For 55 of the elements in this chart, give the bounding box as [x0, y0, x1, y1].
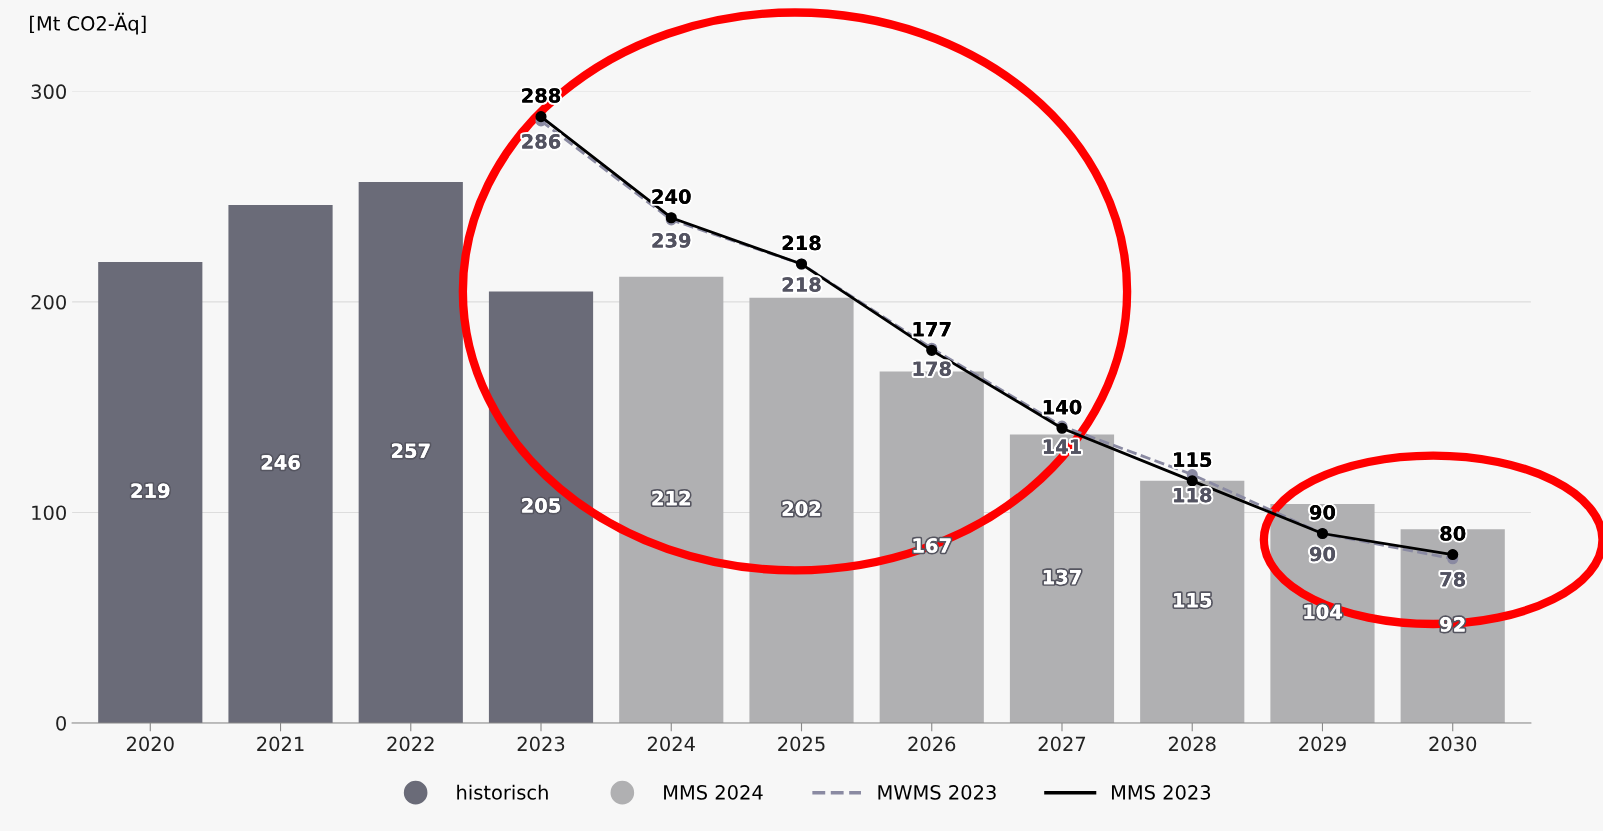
data-label: 178 — [913, 361, 951, 377]
data-label: 205 — [522, 498, 560, 513]
data-label: 90 — [1309, 546, 1336, 562]
y-axis-title: [Mt CO2-Äq] — [30, 12, 146, 35]
x-tick-label: 2020 — [126, 736, 174, 752]
bar — [358, 181, 463, 723]
x-tick-label: 2026 — [908, 736, 956, 752]
bar — [749, 297, 854, 723]
x-tick-label: 2022 — [387, 736, 434, 752]
data-label: 137 — [1043, 569, 1081, 585]
data-label: 115 — [1174, 452, 1212, 468]
x-tick-label: 2021 — [257, 736, 304, 752]
data-label: 218 — [782, 235, 821, 251]
y-tick-label: 100 — [32, 505, 66, 521]
legend-label: MMS 2023 — [1112, 785, 1211, 800]
data-label: 219 — [131, 483, 170, 499]
x-tick-label: 2027 — [1038, 736, 1086, 752]
data-label: 177 — [913, 322, 951, 337]
bar — [1270, 504, 1375, 723]
data-label: 78 — [1440, 571, 1466, 587]
bar — [619, 276, 724, 723]
x-tick-label: 2029 — [1299, 736, 1346, 752]
legend-label: historisch — [457, 784, 548, 800]
bar — [1140, 480, 1245, 723]
point — [1186, 475, 1198, 487]
bar — [98, 261, 203, 723]
data-label: 257 — [392, 443, 430, 459]
data-label: 218 — [782, 277, 821, 292]
legend-label: MWMS 2023 — [878, 785, 996, 800]
point — [1447, 548, 1459, 561]
x-tick-label: 2028 — [1168, 736, 1216, 752]
data-label: 286 — [522, 134, 561, 149]
legend-label: MMS 2024 — [664, 785, 763, 800]
y-tick-label: 0 — [56, 715, 66, 731]
data-label: 246 — [261, 454, 300, 470]
point — [535, 111, 547, 123]
data-label: 115 — [1174, 593, 1212, 608]
data-label: 240 — [652, 189, 691, 204]
y-tick-label: 200 — [31, 294, 66, 310]
data-label: 140 — [1043, 399, 1082, 415]
y-tick-label: 300 — [31, 84, 66, 100]
bar — [1009, 434, 1115, 723]
bar — [228, 205, 333, 723]
x-tick-label: 2023 — [517, 736, 565, 752]
data-label: 90 — [1309, 504, 1336, 520]
data-label: 104 — [1304, 604, 1342, 620]
bar — [488, 291, 594, 723]
x-tick-label: 2024 — [647, 736, 695, 752]
x-tick-label: 2025 — [778, 736, 825, 752]
data-label: 118 — [1174, 487, 1212, 503]
data-label: 80 — [1440, 526, 1466, 541]
data-label: 212 — [652, 490, 690, 506]
data-label: 239 — [652, 232, 691, 248]
data-label: 202 — [782, 501, 821, 516]
x-tick-label: 2030 — [1429, 736, 1477, 752]
